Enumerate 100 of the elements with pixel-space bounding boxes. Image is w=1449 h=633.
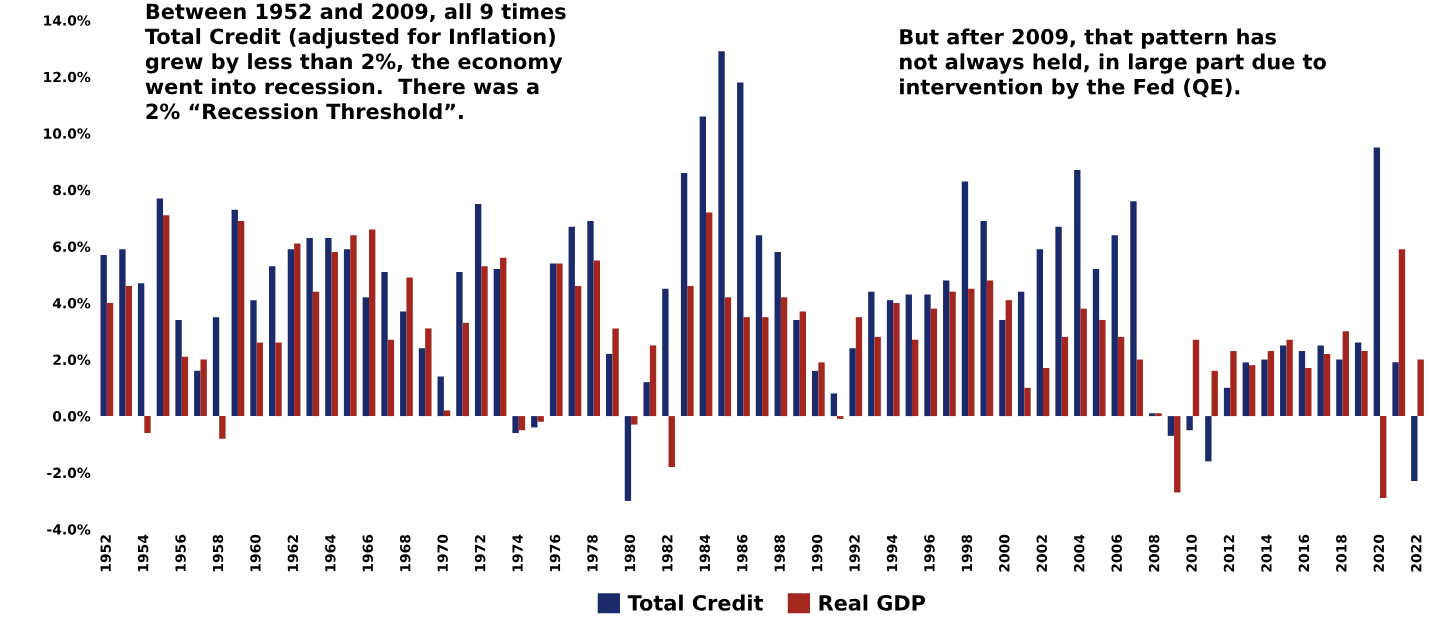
- x-tick-label: 1954: [137, 534, 149, 572]
- bar: [774, 252, 781, 417]
- bar: [125, 286, 132, 417]
- bar: [680, 172, 688, 417]
- bar: [1061, 336, 1069, 417]
- bar: [106, 303, 114, 417]
- y-tick-label: 0.0%: [52, 411, 91, 422]
- bar: [312, 291, 320, 417]
- bar: [811, 370, 819, 417]
- bar: [1411, 416, 1418, 482]
- bar: [406, 277, 413, 417]
- bar: [1317, 345, 1324, 417]
- bar: [474, 204, 482, 417]
- bar: [1223, 387, 1231, 417]
- bar: [1336, 359, 1343, 417]
- bar: [743, 317, 750, 417]
- bar: [1092, 269, 1100, 417]
- bar: [631, 416, 638, 425]
- bar: [437, 376, 444, 417]
- bar: [837, 416, 844, 419]
- bar: [1248, 365, 1256, 417]
- bar: [868, 291, 875, 417]
- bar: [1111, 235, 1118, 417]
- x-tick-label: 1984: [699, 534, 711, 572]
- bar: [481, 266, 488, 417]
- bar: [269, 266, 276, 417]
- bar: [231, 209, 238, 417]
- x-tick-label: 2002: [1036, 535, 1048, 572]
- x-tick-label: 1988: [774, 534, 785, 572]
- bar: [163, 215, 170, 417]
- bar: [574, 286, 582, 417]
- bar: [368, 229, 376, 417]
- bar: [1005, 300, 1012, 417]
- bar: [930, 308, 938, 417]
- bar: [1155, 413, 1162, 417]
- x-tick-label: 1978: [587, 534, 598, 572]
- y-tick-label: 6.0%: [53, 241, 91, 252]
- bar: [1174, 416, 1181, 493]
- bar: [699, 116, 706, 417]
- bar: [1099, 319, 1106, 417]
- bar: [1192, 339, 1200, 417]
- bar: [144, 416, 151, 434]
- bar: [849, 348, 856, 417]
- bar: [443, 410, 451, 417]
- bar: [587, 221, 594, 417]
- bar: [1398, 249, 1406, 417]
- bar: [949, 291, 956, 417]
- bar: [537, 416, 544, 422]
- bar: [1136, 359, 1143, 417]
- bar: [518, 416, 526, 431]
- annotation: But after 2009, that pattern has not always held, in large part due to intervention by the Fed (QE).: [900, 28, 1326, 99]
- bar: [331, 252, 338, 417]
- bar: [1036, 249, 1044, 417]
- bar: [737, 82, 744, 417]
- legend-label: Total Credit: [627, 594, 763, 611]
- y-tick-label: -4.0%: [47, 524, 91, 535]
- bar: [1361, 351, 1368, 417]
- bar: [387, 339, 395, 417]
- x-tick-label: 1956: [175, 534, 186, 572]
- x-tick-label: 2016: [1298, 534, 1310, 572]
- bar: [362, 297, 369, 417]
- x-tick-label: 1980: [624, 534, 636, 572]
- x-tick-label: 1994: [886, 534, 898, 572]
- bar: [500, 257, 507, 417]
- bar: [137, 283, 145, 417]
- x-tick-label: 1990: [811, 534, 823, 572]
- bar: [237, 221, 245, 417]
- bar: [818, 362, 825, 417]
- bar: [1043, 368, 1050, 417]
- bar: [1323, 353, 1331, 417]
- bar: [980, 221, 987, 417]
- bar: [961, 181, 969, 417]
- bar: [250, 300, 257, 417]
- x-tick-label: 1968: [399, 534, 411, 572]
- y-tick-label: -2.0%: [47, 467, 91, 479]
- annotation: Between 1952 and 2009, all 9 times Total Credit (adjusted for Inflation) grew by less than 2%, the economy went into recession. There was a 2% “Recession Threshold”.: [145, 3, 566, 120]
- x-tick-label: 2014: [1261, 534, 1272, 572]
- bar: [425, 328, 432, 417]
- bar: [855, 317, 863, 417]
- x-tick-label: 1976: [549, 534, 561, 572]
- bar: [1074, 170, 1081, 417]
- bar: [662, 288, 669, 417]
- x-tick-label: 2000: [999, 534, 1010, 572]
- bar: [1392, 362, 1399, 417]
- x-tick-label: 1970: [437, 534, 448, 572]
- x-tick-label: 1972: [474, 535, 486, 572]
- bar: [999, 319, 1006, 417]
- bar: [706, 212, 713, 417]
- bar: [181, 356, 189, 417]
- bar: [1380, 416, 1387, 499]
- bar: [643, 382, 650, 417]
- bar: [886, 300, 894, 417]
- bar: [219, 416, 226, 439]
- bar: [1148, 413, 1156, 417]
- bar: [1117, 336, 1125, 417]
- bar: [1342, 331, 1349, 417]
- bar: [568, 226, 575, 417]
- bar: [924, 294, 931, 417]
- bar: [724, 297, 732, 417]
- bar: [893, 303, 900, 417]
